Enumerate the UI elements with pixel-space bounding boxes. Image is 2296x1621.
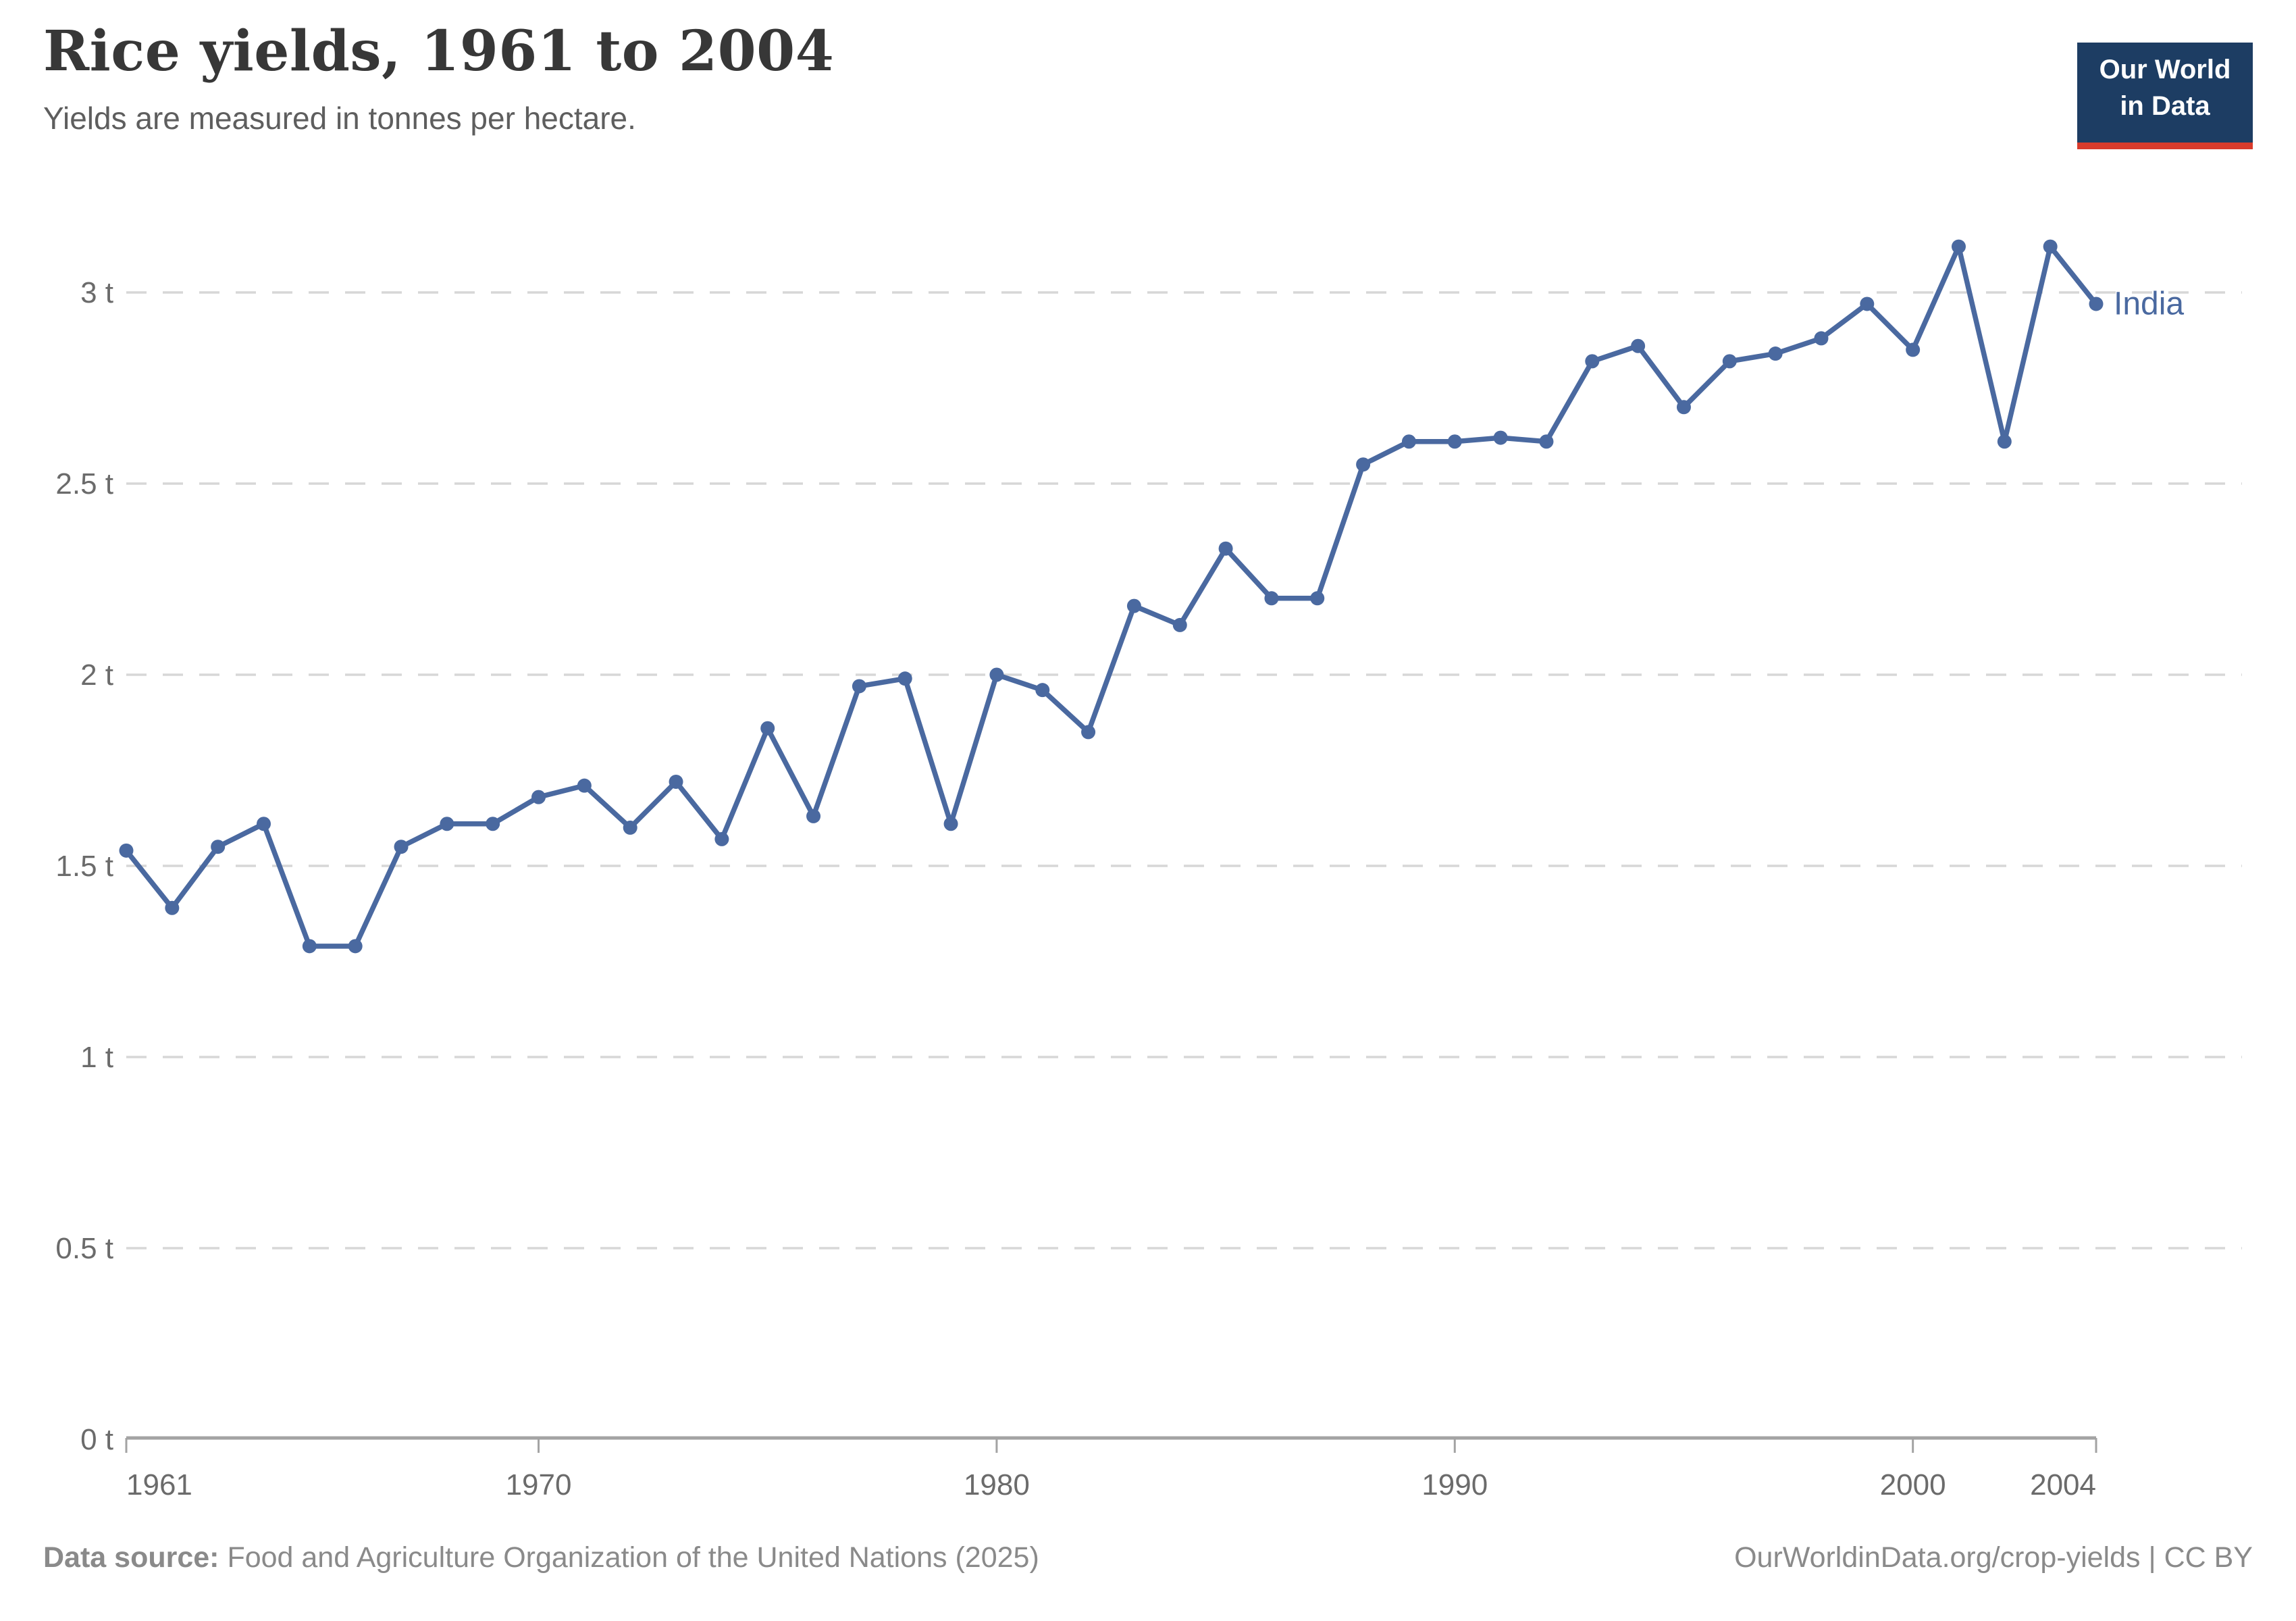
data-point-1995[interactable] xyxy=(1676,400,1691,415)
data-point-1991[interactable] xyxy=(1493,430,1508,445)
data-point-1961[interactable] xyxy=(119,843,134,858)
data-point-1981[interactable] xyxy=(1035,683,1050,698)
y-tick-label-0t: 0 t xyxy=(80,1423,113,1456)
x-tick-label-2000: 2000 xyxy=(1880,1468,1946,1501)
data-source-label: Data source: xyxy=(43,1541,219,1574)
data-point-1998[interactable] xyxy=(1814,331,1829,346)
x-tick-label-1990: 1990 xyxy=(1421,1468,1488,1501)
data-source-text: Food and Agriculture Organization of the… xyxy=(227,1541,1039,1574)
data-point-1964[interactable] xyxy=(257,817,271,831)
data-point-1978[interactable] xyxy=(897,671,912,686)
data-point-2004[interactable] xyxy=(2089,297,2104,311)
data-point-1976[interactable] xyxy=(806,808,821,823)
data-point-2002[interactable] xyxy=(1997,434,2012,449)
x-tick-label-1980: 1980 xyxy=(964,1468,1030,1501)
data-point-1996[interactable] xyxy=(1722,354,1737,369)
data-point-1962[interactable] xyxy=(165,900,180,915)
data-point-1965[interactable] xyxy=(302,939,317,954)
data-point-2003[interactable] xyxy=(2043,239,2058,254)
series-line-india[interactable] xyxy=(124,244,2099,949)
y-tick-label-2t: 2 t xyxy=(80,659,113,692)
chart-subtitle: Yields are measured in tonnes per hectar… xyxy=(43,101,636,136)
data-point-1975[interactable] xyxy=(760,721,775,736)
data-point-1966[interactable] xyxy=(348,939,363,954)
data-point-1989[interactable] xyxy=(1401,434,1416,449)
y-tick-label-0.5t: 0.5 t xyxy=(55,1232,113,1265)
data-point-1990[interactable] xyxy=(1447,434,1462,449)
data-source-note: Data source: Food and Agriculture Organi… xyxy=(43,1541,1039,1574)
owid-credit-link[interactable]: OurWorldinData.org/crop-yields | CC BY xyxy=(1734,1541,2253,1574)
data-point-1984[interactable] xyxy=(1172,617,1187,632)
data-point-2000[interactable] xyxy=(1906,342,1921,357)
data-point-1973[interactable] xyxy=(669,774,683,789)
owid-logo-red-bar xyxy=(2077,143,2253,149)
data-point-1999[interactable] xyxy=(1860,297,1875,311)
y-tick-label-1t: 1 t xyxy=(80,1041,113,1074)
data-point-1967[interactable] xyxy=(394,840,409,854)
data-point-2001[interactable] xyxy=(1951,239,1966,254)
data-point-1994[interactable] xyxy=(1631,338,1646,353)
data-point-1979[interactable] xyxy=(943,817,958,831)
owid-logo-line-2: in Data xyxy=(2120,91,2210,121)
data-point-1977[interactable] xyxy=(852,679,866,694)
data-point-1972[interactable] xyxy=(623,820,637,835)
series-end-label-india[interactable]: India xyxy=(2114,286,2185,322)
owid-logo: Our World in Data xyxy=(2077,43,2253,149)
y-tick-label-1.5t: 1.5 t xyxy=(55,850,113,883)
data-point-1988[interactable] xyxy=(1356,457,1371,472)
data-point-1985[interactable] xyxy=(1218,541,1233,556)
data-point-1968[interactable] xyxy=(440,817,454,831)
owid-logo-line-1: Our World xyxy=(2099,55,2231,84)
data-point-1963[interactable] xyxy=(211,840,226,854)
data-point-1997[interactable] xyxy=(1768,346,1783,361)
chart-title: Rice yields, 1961 to 2004 xyxy=(43,19,835,84)
data-point-1982[interactable] xyxy=(1081,725,1096,740)
x-tick-label-1961: 1961 xyxy=(126,1468,192,1501)
data-point-1986[interactable] xyxy=(1264,591,1279,606)
data-point-1980[interactable] xyxy=(989,667,1004,682)
data-point-1969[interactable] xyxy=(486,817,500,831)
data-point-1983[interactable] xyxy=(1126,598,1141,613)
data-point-1992[interactable] xyxy=(1539,434,1554,449)
data-point-1971[interactable] xyxy=(577,778,592,793)
data-point-1987[interactable] xyxy=(1310,591,1325,606)
y-tick-label-3t: 3 t xyxy=(80,276,113,309)
x-tick-label-2004: 2004 xyxy=(2030,1468,2096,1501)
y-tick-label-2.5t: 2.5 t xyxy=(55,467,113,500)
data-point-1974[interactable] xyxy=(714,831,729,846)
x-tick-label-1970: 1970 xyxy=(506,1468,572,1501)
data-point-1993[interactable] xyxy=(1585,354,1600,369)
data-point-1970[interactable] xyxy=(531,790,546,804)
chart-footer: Data source: Food and Agriculture Organi… xyxy=(43,1541,2253,1574)
